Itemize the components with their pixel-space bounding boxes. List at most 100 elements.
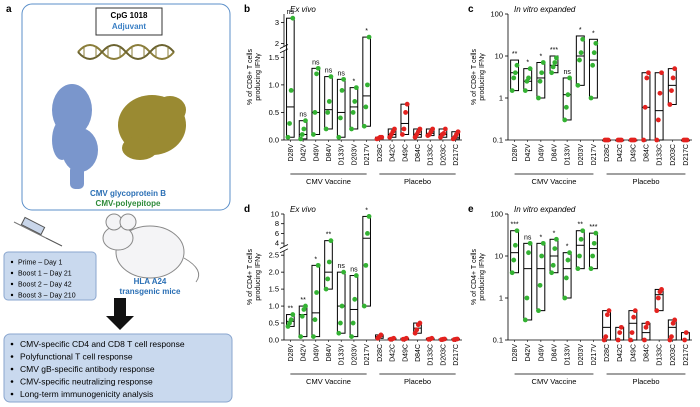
- x-tick-label: D217V: [364, 344, 371, 366]
- point: [511, 75, 517, 81]
- legend-label: CMV Vaccine: [306, 377, 351, 386]
- x-tick-label: D203C: [440, 144, 447, 166]
- point: [550, 262, 556, 268]
- point: [590, 253, 596, 259]
- annotation: *: [553, 230, 556, 237]
- point: [591, 240, 597, 246]
- x-tick-label: D28C: [604, 344, 611, 362]
- point: [336, 134, 342, 140]
- x-tick-label: D42C: [390, 344, 397, 362]
- point: [441, 130, 447, 136]
- point: [391, 335, 397, 341]
- point: [290, 15, 296, 21]
- point: [361, 303, 367, 309]
- y-axis-label: % of CD4+ T cells: [247, 249, 254, 305]
- annotation: *: [526, 60, 529, 67]
- y-tick-label: 3: [275, 18, 279, 27]
- point: [326, 259, 332, 265]
- point: [366, 34, 372, 40]
- x-tick-label: D133V: [565, 144, 572, 166]
- annotation: ns: [350, 267, 358, 274]
- chart-title: Ex vivo: [290, 5, 316, 14]
- axis-break: [280, 246, 288, 251]
- x-tick-label: D203V: [351, 344, 358, 366]
- x-tick-label: D49V: [538, 344, 545, 362]
- point: [575, 82, 581, 88]
- point: [414, 327, 420, 333]
- legend-label: CMV Vaccine: [532, 377, 577, 386]
- x-tick-label: D49C: [630, 144, 637, 162]
- point: [526, 250, 531, 256]
- x-tick-label: D28C: [604, 144, 611, 162]
- point: [522, 317, 528, 323]
- box: [549, 55, 559, 74]
- point: [392, 126, 397, 132]
- point: [365, 82, 370, 88]
- point: [514, 228, 520, 234]
- point: [349, 334, 354, 340]
- point: [590, 62, 596, 68]
- point: [366, 214, 372, 219]
- x-tick-label: D28V: [512, 344, 519, 362]
- point: [669, 334, 674, 340]
- y-tick-label: 1.5: [269, 53, 279, 62]
- outcome-item: Polyfunctional T cell response: [20, 352, 133, 362]
- y-axis-label: producing IFNγ: [479, 53, 486, 101]
- annotation: ns: [524, 234, 532, 241]
- y-tick-label: 10: [495, 252, 503, 261]
- point: [554, 236, 559, 242]
- box: [588, 232, 598, 270]
- point: [563, 275, 569, 281]
- schedule-item: Prime – Day 1: [18, 260, 62, 267]
- antigen-text: CMV-polyepitope: [96, 199, 161, 208]
- protein-gb: [52, 84, 98, 189]
- legend-label: Placebo: [632, 177, 659, 186]
- point: [567, 75, 572, 81]
- schedule-item: Boost 1 – Day 21: [18, 271, 72, 278]
- y-axis-label: producing IFNγ: [255, 53, 262, 101]
- y-tick-label: 0.0: [269, 136, 279, 145]
- point: [442, 126, 448, 132]
- chart-title: In vitro expanded: [514, 5, 576, 14]
- x-tick-label: D203C: [670, 144, 677, 166]
- point: [632, 137, 637, 143]
- annotation: *: [539, 54, 542, 61]
- x-tick-label: D84C: [644, 144, 651, 162]
- point: [539, 70, 545, 76]
- point: [588, 266, 594, 272]
- syringe: [13, 216, 63, 247]
- bullet: [10, 392, 14, 396]
- y-tick-label: 0.0: [269, 336, 279, 345]
- x-tick-label: D217C: [453, 344, 460, 366]
- x-tick-label: D133C: [428, 344, 435, 366]
- x-tick-label: D49V: [313, 344, 320, 362]
- point: [526, 75, 531, 81]
- point: [537, 78, 543, 84]
- box: [362, 215, 371, 307]
- point: [565, 92, 571, 98]
- bullet: [10, 342, 14, 346]
- annotation: ***: [510, 222, 518, 229]
- point: [578, 50, 584, 56]
- box: [562, 77, 572, 121]
- box: [536, 242, 546, 312]
- y-axis-label: % of CD4+ T cells: [471, 249, 478, 305]
- point: [303, 118, 308, 124]
- point: [299, 313, 305, 319]
- point: [399, 132, 405, 137]
- x-tick-label: D42V: [301, 344, 308, 362]
- point: [549, 70, 554, 76]
- x-tick-label: D133C: [428, 144, 435, 166]
- x-tick-label: D28V: [288, 144, 295, 162]
- x-tick-label: D84V: [326, 144, 333, 162]
- point: [527, 66, 533, 72]
- x-tick-label: D84V: [326, 344, 333, 362]
- point: [328, 238, 334, 244]
- x-tick-label: D42C: [617, 144, 624, 162]
- point: [298, 334, 304, 340]
- point: [642, 337, 647, 343]
- point: [365, 230, 370, 236]
- annotation: ns: [287, 9, 295, 16]
- point: [655, 295, 661, 301]
- legend-label: CMV Vaccine: [306, 177, 351, 186]
